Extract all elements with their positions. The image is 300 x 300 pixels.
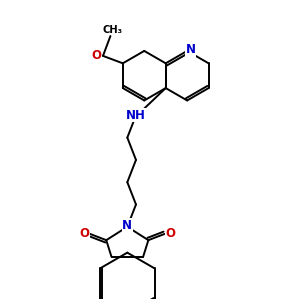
Text: N: N [122,219,132,232]
Text: O: O [92,50,102,62]
Text: O: O [79,227,89,241]
Text: CH₃: CH₃ [103,25,123,35]
Text: N: N [186,43,196,56]
Text: O: O [166,227,176,241]
Text: NH: NH [126,109,146,122]
